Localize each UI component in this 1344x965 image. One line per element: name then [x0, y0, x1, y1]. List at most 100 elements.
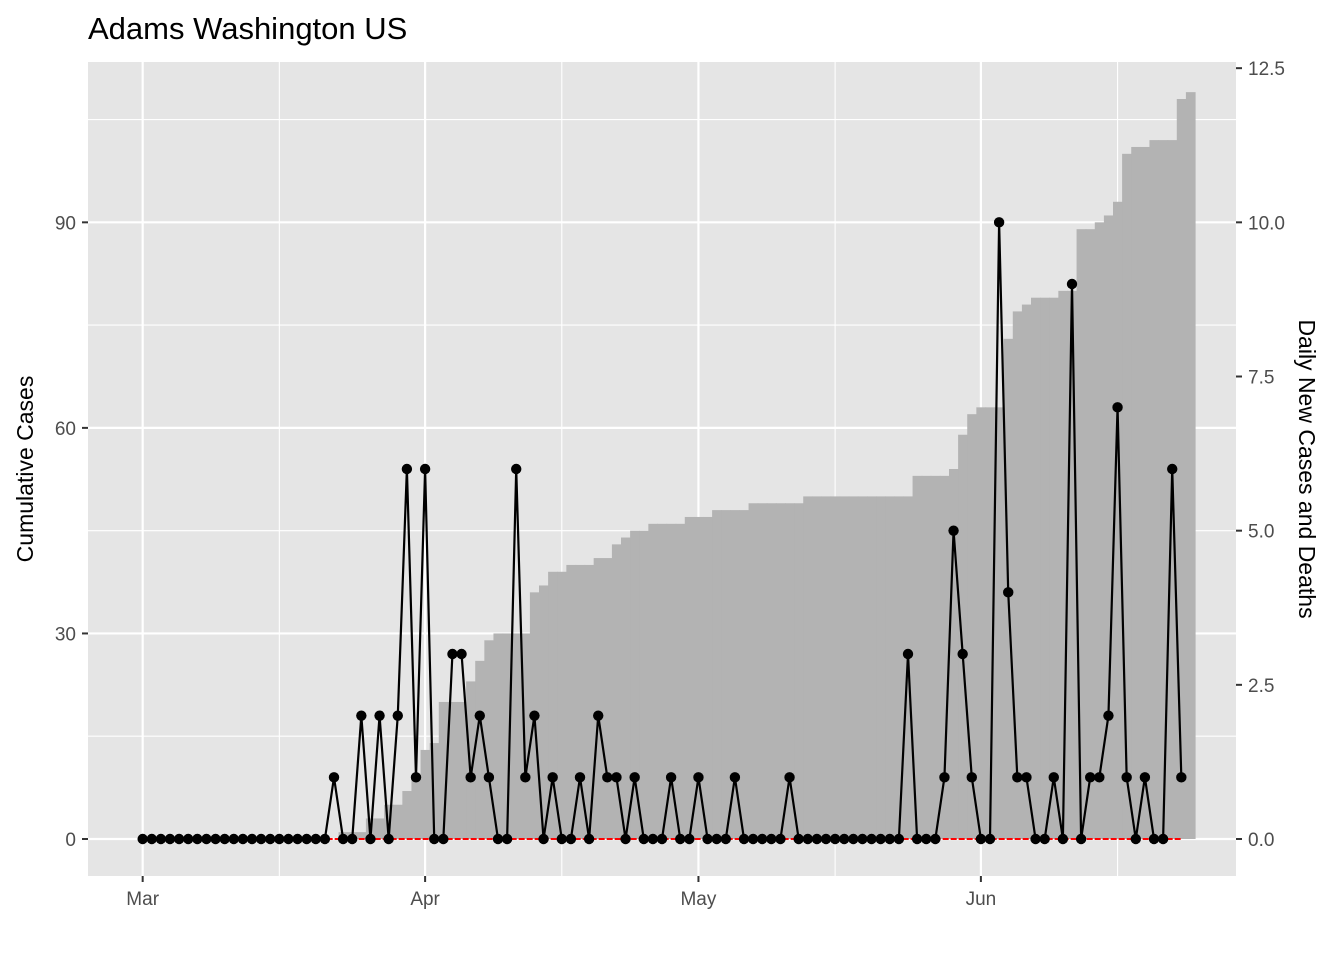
daily-cases-point-75 — [820, 833, 832, 845]
daily-cases-point-113 — [1167, 463, 1178, 475]
daily-cases-point-27 — [383, 833, 394, 845]
daily-cases-point-37 — [474, 710, 485, 721]
daily-cases-point-65 — [729, 772, 741, 783]
cumulative-bar-34 — [447, 701, 458, 839]
cumulative-bar-57 — [657, 523, 668, 839]
cumulative-bar-75 — [821, 496, 832, 839]
cumulative-bar-28 — [393, 804, 403, 839]
cumulative-bar-58 — [666, 523, 677, 839]
daily-cases-point-56 — [647, 833, 659, 845]
daily-cases-point-114 — [1176, 772, 1187, 783]
daily-cases-point-91 — [966, 772, 977, 783]
daily-cases-point-79 — [857, 833, 868, 845]
cumulative-bar-101 — [1058, 290, 1069, 840]
daily-cases-point-40 — [501, 833, 513, 845]
cumulative-bar-105 — [1094, 222, 1105, 840]
y-tick-label-0: 0 — [65, 830, 76, 851]
cumulative-bar-59 — [675, 523, 686, 839]
daily-cases-point-109 — [1130, 833, 1141, 845]
cumulative-bar-40 — [502, 633, 513, 839]
daily-cases-point-96 — [1012, 772, 1023, 783]
cumulative-bar-47 — [566, 564, 577, 839]
daily-cases-point-102 — [1066, 278, 1078, 290]
daily-cases-point-54 — [629, 772, 640, 783]
daily-cases-point-57 — [656, 833, 668, 845]
daily-cases-point-44 — [538, 833, 549, 845]
daily-cases-point-60 — [684, 833, 695, 845]
daily-cases-point-17 — [292, 833, 303, 845]
cumulative-cases-area — [338, 92, 1196, 840]
y2-axis-title: Daily New Cases and Deaths — [1294, 319, 1320, 618]
daily-cases-point-18 — [301, 833, 312, 845]
cumulative-bar-106 — [1103, 215, 1114, 840]
daily-cases-point-107 — [1112, 402, 1123, 413]
daily-cases-point-67 — [747, 833, 759, 845]
daily-cases-point-89 — [948, 525, 959, 536]
cumulative-bar-53 — [621, 537, 631, 839]
cumulative-bar-35 — [457, 701, 467, 839]
y-tick-label-3: 90 — [55, 213, 76, 234]
cumulative-bar-85 — [912, 475, 923, 839]
daily-cases-point-29 — [401, 463, 413, 475]
daily-cases-point-81 — [875, 833, 886, 845]
daily-cases-point-21 — [328, 772, 340, 783]
daily-cases-point-32 — [429, 833, 440, 845]
cumulative-bar-41 — [511, 633, 522, 839]
cumulative-bar-104 — [1085, 229, 1096, 839]
daily-cases-point-55 — [638, 833, 649, 845]
daily-cases-point-13 — [255, 833, 267, 845]
cumulative-bar-108 — [1122, 153, 1132, 839]
cumulative-bar-64 — [721, 510, 731, 839]
daily-cases-point-105 — [1094, 772, 1105, 783]
daily-cases-point-19 — [310, 833, 321, 845]
cumulative-bar-55 — [639, 530, 649, 839]
daily-cases-point-31 — [419, 463, 431, 475]
daily-cases-point-33 — [438, 833, 449, 845]
cumulative-bar-61 — [693, 516, 704, 839]
cumulative-bar-96 — [1012, 311, 1023, 839]
daily-cases-point-80 — [866, 833, 877, 845]
daily-cases-point-41 — [511, 463, 522, 475]
daily-cases-point-35 — [456, 648, 467, 660]
daily-cases-point-53 — [620, 833, 631, 845]
cumulative-bar-92 — [976, 407, 987, 839]
daily-cases-point-7 — [201, 833, 212, 845]
daily-cases-point-16 — [283, 833, 294, 845]
cumulative-bar-29 — [402, 791, 413, 839]
cumulative-bar-94 — [994, 407, 1005, 839]
cumulative-bar-56 — [648, 523, 659, 839]
daily-cases-point-83 — [893, 833, 905, 845]
daily-cases-point-1 — [146, 833, 157, 845]
cumulative-bar-37 — [475, 660, 485, 839]
daily-cases-point-73 — [802, 833, 813, 845]
y2-tick-label-1: 2.5 — [1248, 676, 1274, 697]
cumulative-bar-26 — [375, 818, 385, 839]
cumulative-bar-100 — [1049, 297, 1059, 839]
daily-cases-point-104 — [1085, 772, 1096, 783]
cumulative-bar-45 — [548, 571, 558, 839]
cumulative-bar-52 — [611, 544, 622, 839]
cumulative-bar-66 — [739, 510, 750, 839]
daily-cases-point-98 — [1030, 833, 1041, 845]
cumulative-bar-114 — [1176, 99, 1187, 839]
daily-cases-point-48 — [574, 772, 586, 783]
daily-cases-point-36 — [465, 772, 476, 783]
daily-cases-point-95 — [1003, 587, 1014, 598]
daily-cases-point-24 — [356, 710, 367, 721]
cumulative-bar-90 — [958, 434, 968, 839]
daily-cases-point-86 — [921, 833, 932, 845]
daily-cases-point-2 — [155, 833, 167, 845]
daily-cases-point-111 — [1148, 833, 1160, 845]
daily-cases-point-47 — [565, 833, 577, 845]
x-tick-label-3: Jun — [966, 889, 997, 910]
cumulative-bar-44 — [539, 585, 549, 839]
x-tick-label-2: May — [680, 889, 716, 910]
daily-cases-point-43 — [529, 710, 540, 721]
daily-cases-point-23 — [347, 833, 358, 845]
cumulative-bar-67 — [748, 503, 759, 839]
x-axis: Mar Apr May Jun — [126, 876, 996, 910]
daily-cases-point-94 — [993, 217, 1005, 228]
cumulative-bar-78 — [848, 496, 859, 839]
daily-cases-point-28 — [392, 710, 403, 721]
